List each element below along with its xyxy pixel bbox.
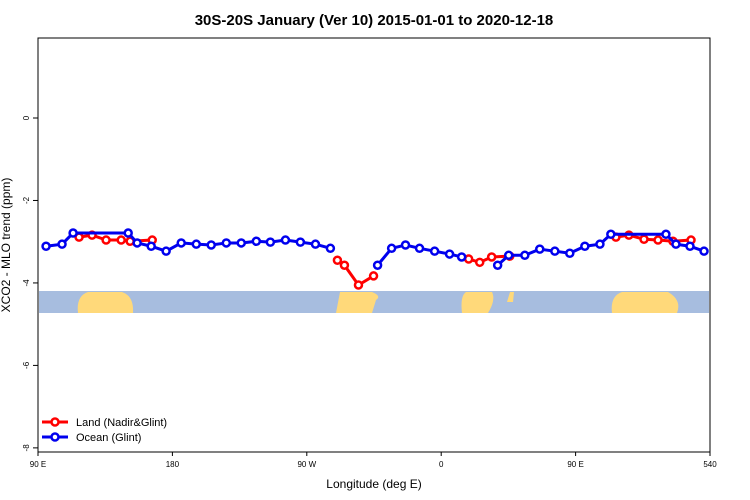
series-line	[78, 233, 692, 288]
data-point	[146, 241, 156, 251]
x-tick-label: 90 E	[30, 460, 46, 469]
data-point	[580, 241, 590, 251]
data-point	[474, 257, 485, 268]
chart-title: 30S-20S January (Ver 10) 2015-01-01 to 2…	[195, 12, 554, 29]
data-point	[68, 228, 78, 238]
data-point	[265, 237, 276, 247]
data-point	[503, 250, 514, 261]
data-point	[685, 241, 695, 251]
data-point	[444, 249, 455, 259]
data-point	[176, 238, 186, 248]
data-point	[486, 252, 497, 262]
legend-label: Ocean (Glint)	[76, 432, 141, 444]
data-point	[520, 250, 530, 261]
data-point	[595, 239, 605, 249]
data-point	[353, 280, 364, 290]
y-tick-label: -2	[22, 196, 31, 204]
data-point	[550, 246, 560, 256]
x-tick-label: 180	[166, 460, 180, 469]
data-point	[429, 246, 440, 256]
data-point	[41, 241, 51, 251]
data-point	[386, 243, 397, 254]
x-tick-label: 0	[439, 460, 444, 469]
data-point	[280, 235, 291, 245]
y-tick-label: 0	[22, 115, 31, 120]
data-point	[565, 248, 575, 258]
data-point	[57, 239, 67, 249]
data-point	[295, 237, 306, 247]
data-point	[221, 238, 232, 248]
x-axis-label: Longitude (deg E)	[326, 477, 421, 491]
data-point	[332, 255, 343, 266]
data-point	[492, 260, 503, 270]
data-point	[368, 271, 379, 281]
data-point	[456, 252, 467, 262]
data-point	[400, 240, 411, 250]
data-point	[251, 236, 262, 247]
data-point	[606, 229, 616, 240]
data-point	[101, 235, 111, 245]
legend-marker	[50, 417, 60, 427]
x-tick-label: 540	[703, 460, 717, 469]
data-point	[339, 260, 350, 270]
data-point	[123, 228, 133, 238]
land-strip	[39, 291, 709, 313]
data-point	[325, 243, 336, 254]
x-tick-label: 90 E	[567, 460, 583, 469]
y-tick-label: -4	[22, 279, 31, 287]
data-point	[535, 244, 545, 254]
data-point	[372, 260, 383, 270]
plot-frame	[37, 37, 711, 453]
y-tick-label: -8	[22, 444, 31, 452]
data-point	[414, 243, 425, 254]
data-point	[116, 235, 126, 245]
data-point	[699, 246, 709, 256]
legend-label: Land (Nadir&Glint)	[76, 417, 167, 429]
data-point	[310, 239, 321, 249]
y-axis-label: XCO2 - MLO trend (ppm)	[0, 178, 13, 313]
y-tick-label: -6	[22, 361, 31, 369]
data-point	[191, 239, 202, 249]
data-point	[206, 240, 216, 250]
data-point	[132, 238, 142, 248]
data-point	[671, 239, 681, 249]
data-point	[653, 235, 663, 245]
data-point	[639, 234, 649, 244]
x-tick-label: 90 W	[297, 460, 316, 469]
data-point	[661, 229, 671, 240]
series-line	[45, 231, 705, 267]
data-point	[161, 246, 171, 256]
data-point	[236, 238, 246, 248]
legend-marker	[50, 432, 60, 442]
